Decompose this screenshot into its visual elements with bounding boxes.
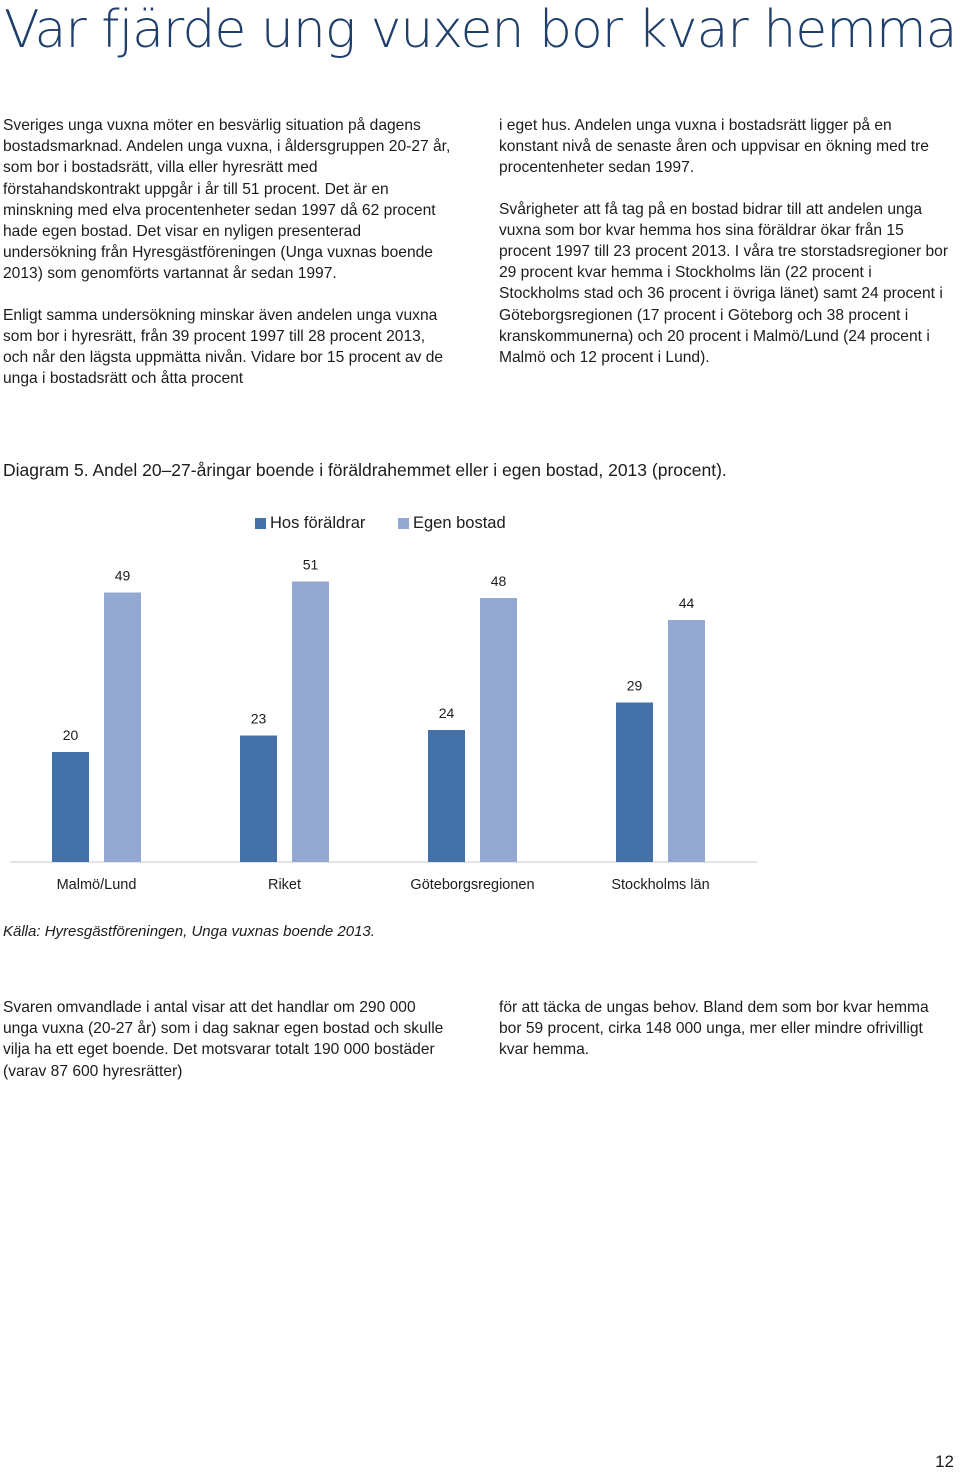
data-label: 24	[439, 705, 455, 721]
bar-egen-bostad	[668, 620, 705, 862]
bar-hos-foraldrar	[52, 752, 89, 862]
outro-left-column: Svaren omvandlade i antal visar att det …	[3, 997, 453, 1102]
paragraph: för att täcka de ungas behov. Bland dem …	[499, 999, 929, 1059]
bar-hos-foraldrar	[428, 730, 465, 862]
paragraph: i eget hus. Andelen unga vuxna i bostads…	[499, 117, 929, 177]
category-label: Göteborgsregionen	[410, 877, 534, 893]
bar-egen-bostad	[292, 581, 329, 862]
paragraph: Sveriges unga vuxna möter en besvärlig s…	[3, 117, 451, 283]
category-label: Stockholms län	[611, 877, 709, 893]
outro-right-column: för att täcka de ungas behov. Bland dem …	[499, 997, 949, 1081]
data-label: 20	[63, 727, 79, 743]
legend-label-series-2: Egen bostad	[413, 514, 506, 532]
bar-hos-foraldrar	[240, 735, 277, 862]
figure-source: Källa: Hyresgästföreningen, Unga vuxnas …	[3, 923, 375, 940]
paragraph: Svårigheter att få tag på en bostad bidr…	[499, 200, 949, 367]
page-number: 12	[935, 1452, 954, 1471]
chart-legend: Hos föräldrar Egen bostad	[0, 514, 960, 536]
paragraph: Svaren omvandlade i antal visar att det …	[3, 999, 444, 1080]
legend-label-series-1: Hos föräldrar	[270, 514, 366, 532]
category-label: Riket	[268, 877, 301, 893]
data-label: 44	[679, 595, 695, 611]
figure-caption: Diagram 5. Andel 20–27-åringar boende i …	[3, 460, 727, 480]
bar-chart: 20 49 Malmö/Lund 23 51 Riket 24 48 Göteborgsregi…	[10, 560, 757, 893]
legend-item-series-1: Hos föräldrar	[255, 514, 365, 533]
legend-item-series-2: Egen bostad	[398, 514, 506, 533]
intro-left-column: Sveriges unga vuxna möter en besvärlig s…	[3, 115, 453, 409]
bar-hos-foraldrar	[616, 702, 653, 862]
data-label: 48	[491, 573, 507, 589]
intro-right-column: i eget hus. Andelen unga vuxna i bostads…	[499, 115, 949, 388]
bar-egen-bostad	[480, 598, 517, 862]
paragraph: Enligt samma undersökning minskar även a…	[3, 306, 444, 388]
data-label: 29	[627, 678, 643, 694]
data-label: 23	[251, 711, 267, 727]
data-label: 51	[303, 560, 319, 573]
bar-egen-bostad	[104, 592, 141, 862]
category-label: Malmö/Lund	[57, 877, 137, 893]
legend-swatch-series-2	[398, 518, 409, 529]
data-label: 49	[115, 568, 131, 584]
page-title: Var fjärde ung vuxen bor kvar hemma	[4, 0, 957, 60]
legend-swatch-series-1	[255, 518, 266, 529]
